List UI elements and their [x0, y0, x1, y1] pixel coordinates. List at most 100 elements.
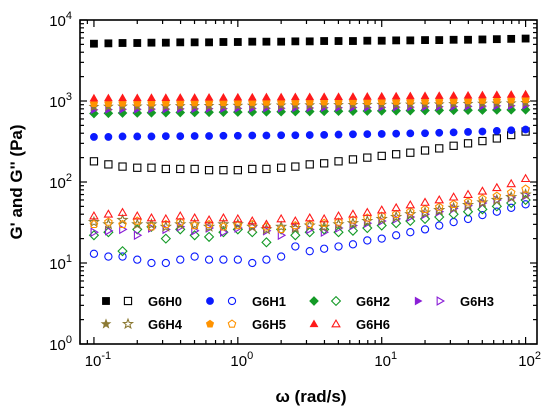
- data-point: [392, 150, 401, 159]
- data-point: [117, 245, 128, 257]
- data-point: [233, 92, 243, 101]
- data-point: [276, 252, 286, 261]
- data-point: [277, 37, 286, 46]
- y-axis-title: G' and G'' (Pa): [7, 124, 26, 239]
- data-point: [435, 221, 444, 230]
- data-point: [90, 133, 98, 141]
- legend-marker-open: [123, 296, 133, 306]
- data-point: [190, 132, 199, 140]
- data-point: [147, 222, 156, 231]
- data-point: [219, 255, 228, 264]
- x-tick-label: 100: [230, 350, 253, 370]
- legend-marker-open: [436, 296, 445, 306]
- data-point: [348, 92, 358, 100]
- data-point: [320, 227, 330, 238]
- data-point: [233, 255, 242, 264]
- data-point: [104, 133, 113, 141]
- data-point: [205, 132, 213, 140]
- ticks-layer: 10-1 100 101 102 100 101 102 103 104: [49, 10, 541, 370]
- data-point: [420, 146, 430, 155]
- legend-marker-open: [331, 319, 341, 328]
- data-point: [491, 182, 502, 192]
- data-point: [464, 35, 472, 44]
- data-point: [449, 199, 458, 209]
- legend-marker-filled: [309, 296, 319, 306]
- legend-item-g6h3: G6H3: [414, 294, 494, 309]
- data-point: [133, 132, 142, 141]
- data-point: [406, 129, 415, 138]
- data-point: [90, 227, 99, 238]
- data-point: [521, 89, 531, 98]
- data-point: [392, 36, 401, 45]
- data-point: [161, 219, 171, 229]
- legend-label: G6H4: [148, 317, 183, 332]
- data-point: [145, 217, 158, 230]
- data-point: [349, 37, 357, 45]
- data-point: [118, 93, 127, 102]
- data-point: [492, 134, 501, 143]
- data-point: [175, 217, 185, 226]
- data-point: [478, 96, 487, 104]
- data-point: [348, 215, 358, 224]
- data-point: [219, 38, 228, 46]
- data-point: [506, 90, 516, 98]
- data-point: [103, 209, 114, 218]
- data-point: [391, 209, 401, 218]
- data-point: [305, 160, 314, 169]
- data-point: [262, 131, 271, 140]
- data-point: [146, 212, 157, 222]
- legend-marker-filled: [206, 297, 214, 305]
- data-point: [435, 144, 444, 153]
- data-point: [247, 215, 258, 225]
- data-point: [478, 127, 487, 136]
- data-point: [362, 207, 373, 216]
- data-point: [304, 212, 315, 222]
- data-point: [521, 184, 530, 193]
- data-point: [464, 128, 472, 136]
- data-point: [363, 36, 372, 45]
- data-point: [490, 193, 503, 206]
- data-point: [261, 237, 272, 248]
- data-point: [205, 223, 215, 233]
- data-point: [349, 130, 357, 139]
- data-point: [132, 93, 142, 102]
- data-point: [217, 217, 230, 230]
- data-point: [420, 204, 430, 214]
- data-point: [147, 93, 156, 101]
- data-point: [463, 90, 473, 99]
- y-tick-label: 102: [49, 172, 72, 192]
- data-point: [421, 129, 429, 138]
- legend-label: G6H0: [148, 294, 182, 309]
- series-g6h0-filled: [90, 34, 530, 48]
- data-point: [248, 131, 257, 140]
- data-point: [219, 131, 228, 140]
- data-point: [290, 92, 300, 101]
- data-point: [377, 151, 386, 161]
- data-point: [434, 202, 444, 211]
- data-point: [248, 258, 257, 268]
- data-point: [363, 130, 372, 139]
- data-point: [118, 39, 127, 47]
- data-point: [507, 126, 516, 135]
- legend-label: G6H1: [252, 294, 286, 309]
- data-point: [305, 247, 314, 256]
- data-point: [147, 132, 156, 141]
- data-point: [448, 192, 459, 201]
- legend-marker-open: [227, 319, 237, 328]
- data-point: [420, 91, 430, 100]
- data-point: [188, 217, 201, 230]
- y-tick-label: 101: [49, 253, 72, 273]
- data-point: [277, 131, 286, 140]
- data-point: [290, 216, 301, 225]
- data-point: [505, 190, 518, 203]
- data-point: [319, 244, 329, 253]
- data-point: [248, 164, 257, 174]
- data-point: [276, 213, 286, 223]
- data-point: [420, 225, 430, 234]
- data-point: [506, 178, 517, 188]
- data-point: [89, 93, 99, 102]
- x-tick-label: 102: [518, 350, 541, 370]
- data-point: [262, 255, 271, 264]
- data-point: [204, 92, 214, 101]
